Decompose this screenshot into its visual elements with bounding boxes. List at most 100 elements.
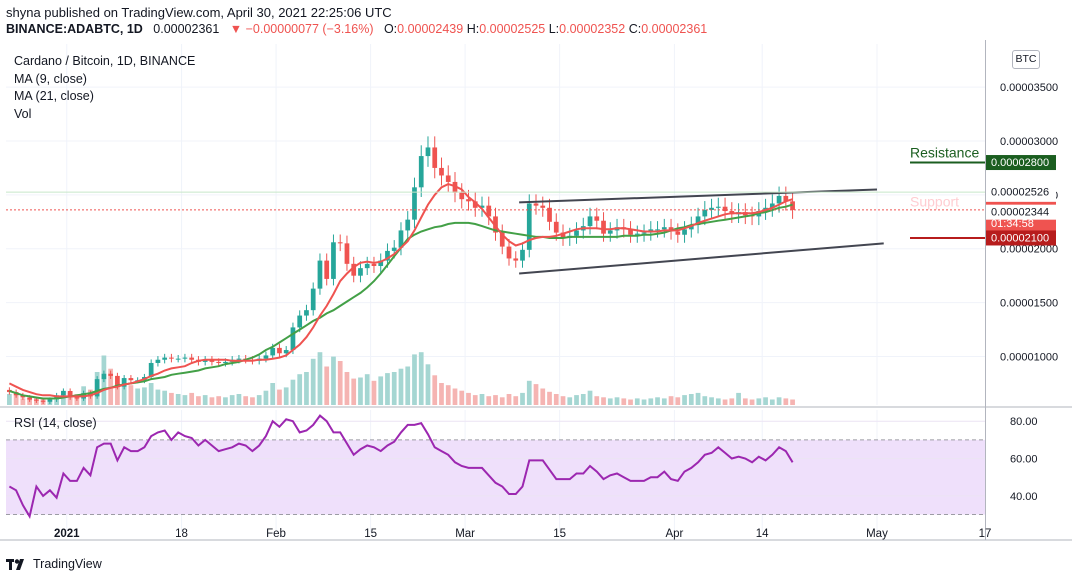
volume-bar [155,389,161,405]
volume-bar [628,399,633,405]
volume-bar [364,374,370,405]
volume-bar [371,380,377,405]
candle-body [128,378,134,381]
candle-body [297,315,303,328]
volume-bar [560,396,566,405]
y-tick-label: 0.00003000 [1000,136,1058,148]
price-tag [986,230,1056,246]
candle-body [351,263,357,276]
x-tick-label: Feb [266,528,286,540]
volume-bar [432,375,438,405]
volume-bar [439,383,444,405]
price-level-label: Support [910,194,959,210]
volume-bar [493,395,498,405]
candle-body [34,399,39,401]
x-tick-label: 2021 [54,528,80,540]
volume-bar [580,394,586,405]
candle-body [115,375,120,387]
price-change: ▼ −0.00000077 (−3.16%) [229,22,374,36]
volume-bar [675,397,681,405]
volume-bar [540,388,546,405]
footer-brand[interactable]: TradingView [6,557,102,571]
volume-bar [310,358,316,405]
volume-bar [304,372,309,405]
candle-body [223,361,228,363]
volume-bar [317,352,323,405]
tradingview-logo-icon [6,559,24,570]
candle-body [445,175,451,182]
volume-bar [209,397,215,405]
candle-body [499,232,505,247]
volume-bar [250,397,255,405]
volume-bar [121,378,127,405]
volume-bar [270,383,276,405]
volume-bar [783,398,789,405]
x-tick-label: 17 [979,528,992,540]
candle-body [378,260,384,266]
candle-body [270,347,276,356]
candle-body [682,229,687,235]
volume-bar [466,392,471,405]
candle-body [155,359,161,363]
volume-bar [682,395,687,405]
price-level-label: Resistance [910,145,979,161]
volume-bar [668,396,674,405]
volume-bar [128,385,134,405]
candle-body [209,359,215,362]
candle-body [634,233,640,235]
volume-bar [405,366,411,405]
volume-bar [479,394,485,405]
y-tick-label: 0.00002000 [1000,244,1058,256]
candle-body [452,181,458,193]
volume-bar [256,395,262,405]
low-value: 0.00002352 [559,22,626,36]
candle-body [641,232,647,234]
volume-bar [709,397,714,405]
volume-bar [331,356,336,405]
candle-body [459,192,465,200]
low-label: L: [548,22,560,36]
legend-ma9[interactable]: MA (9, close) [14,71,87,86]
volume-bar [634,398,640,405]
candle-body [61,390,66,396]
volume-bar [20,398,26,405]
candle-body [594,216,600,221]
volume-bar [553,394,559,405]
candle-body [337,242,343,244]
volume-bar [189,392,195,405]
volume-bar [142,387,147,405]
candle-body [655,229,660,231]
open-label: O: [383,22,398,36]
candle-body [675,231,681,235]
volume-bar [594,396,600,405]
volume-bar [661,398,667,405]
legend-volume[interactable]: Vol [14,106,32,121]
candle-body [688,225,694,230]
volume-bar [567,397,573,405]
candle-body [425,147,431,157]
candle-body [769,203,775,208]
volume-bar [459,390,465,405]
ma9-line [8,183,793,398]
rsi-label[interactable]: RSI (14, close) [14,416,97,430]
currency-button[interactable]: BTC [1012,50,1040,69]
candle-body [182,357,188,359]
price-tag [986,155,1056,171]
legend-ma21[interactable]: MA (21, close) [14,89,94,103]
candle-body [628,229,633,235]
candle-body [607,230,613,234]
volume-bar [148,383,154,405]
chart-legend: Cardano / Bitcoin, 1D, BINANCE MA (9, cl… [14,53,195,123]
candle-body [695,216,701,226]
candle-body [290,327,296,351]
candle-body [405,219,411,231]
legend-title: Cardano / Bitcoin, 1D, BINANCE [14,54,196,68]
volume-bar [398,368,404,405]
candle-body [67,390,73,398]
volume-bar [27,399,32,405]
candle-body [709,207,714,210]
trend-line-lower [519,242,884,275]
candle-body [54,395,60,400]
high-value: 0.00002525 [479,22,546,36]
